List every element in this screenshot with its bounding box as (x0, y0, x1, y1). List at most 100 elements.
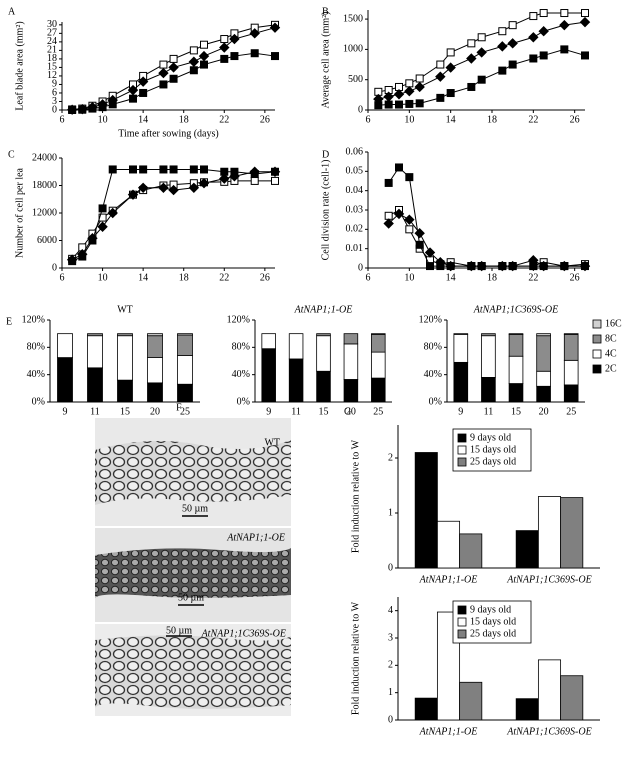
x-axis-label: Time after sowing (days) (118, 128, 218, 139)
marker (271, 167, 279, 176)
micrograph-label: AtNAP1;1C369S-OE (201, 628, 286, 639)
marker (467, 39, 476, 48)
x-tick-label: 9 (458, 406, 463, 417)
marker (529, 12, 538, 21)
marker (436, 93, 445, 102)
bar (459, 681, 483, 721)
y-axis-label: Fold induction relative to W (350, 601, 361, 715)
marker (579, 16, 591, 28)
marker (169, 54, 178, 63)
scale-label: 50 µm (182, 503, 208, 514)
bar-segment (316, 335, 331, 372)
bar (537, 659, 562, 721)
y-tick-label: 9 (52, 79, 57, 90)
x-tick-label: 11 (291, 406, 301, 417)
marker (198, 50, 210, 62)
marker (424, 247, 436, 258)
bar-segment (453, 361, 469, 403)
marker (446, 262, 455, 271)
marker (508, 21, 517, 30)
marker (159, 60, 168, 69)
legend-label: 25 days old (470, 456, 516, 467)
bar-segment (508, 333, 524, 357)
marker (189, 66, 198, 75)
marker (139, 165, 148, 174)
marker (383, 218, 394, 229)
legend-label: 15 days old (470, 616, 516, 627)
marker (97, 221, 108, 232)
marker (477, 75, 486, 84)
x-tick-label: 6 (366, 272, 371, 283)
y-tick-label: 0% (32, 396, 45, 407)
chart-title: WT (117, 304, 133, 315)
x-tick-label: 15 (511, 406, 521, 417)
y-tick-label: 30 (47, 19, 57, 30)
x-tick-label: 20 (150, 406, 160, 417)
y-tick-label: 12000 (32, 207, 57, 218)
marker (384, 178, 393, 187)
marker (466, 53, 477, 64)
bar-segment (371, 377, 386, 403)
marker (249, 28, 260, 39)
bar-segment (536, 370, 551, 387)
bar-segment (563, 359, 579, 386)
marker (169, 165, 178, 174)
y-tick-label: 2 (388, 452, 393, 463)
y-tick-label: 80% (424, 342, 442, 353)
marker (477, 33, 486, 42)
y-tick-label: 27 (47, 28, 57, 39)
marker (78, 105, 87, 114)
x-tick-label: 10 (98, 114, 108, 125)
y-tick-label: 3 (388, 632, 393, 643)
panel-letter: F (176, 402, 182, 413)
y-tick-label: 0.03 (346, 204, 364, 215)
marker (559, 19, 570, 31)
marker (395, 100, 403, 109)
x-tick-label: AtNAP1;1-OE (419, 574, 478, 585)
x-tick-label: 26 (260, 272, 270, 283)
bar (414, 452, 438, 569)
legend-label: 8C (605, 333, 617, 344)
marker (414, 81, 425, 93)
marker (188, 56, 200, 67)
y-tick-label: 1 (388, 507, 393, 518)
x-tick-label: 9 (63, 406, 68, 417)
legend-swatch (592, 364, 602, 374)
y-tick-label: 500 (348, 74, 363, 85)
bar-segment (371, 333, 386, 353)
marker (129, 94, 137, 103)
y-tick-label: 0% (429, 396, 442, 407)
y-tick-label: 0.06 (346, 146, 364, 157)
y-tick-label: 12 (47, 70, 57, 81)
bar-segment (147, 357, 163, 384)
marker (528, 32, 539, 43)
bar-segment (508, 333, 524, 335)
tissue (95, 440, 291, 505)
bar-segment (481, 333, 496, 337)
micrograph-panel: WT 50 µm AtNAP1;1-OE 50 µm AtNAP1;1C369S… (95, 418, 291, 716)
bar (436, 520, 461, 569)
marker (560, 262, 569, 271)
y-tick-label: 3 (52, 96, 57, 107)
legend-swatch (457, 457, 467, 467)
marker (374, 101, 383, 110)
marker (68, 257, 77, 266)
marker (68, 106, 77, 114)
y-tick-label: 0 (358, 262, 363, 273)
marker (436, 60, 445, 69)
bar-segment (177, 355, 193, 385)
x-tick-label: 25 (373, 406, 383, 417)
y-tick-label: 18000 (32, 180, 57, 191)
y-axis-label: Number of cell per lea (14, 167, 25, 258)
legend-label: 2C (605, 363, 617, 374)
y-tick-label: 1 (388, 687, 393, 698)
tissue (95, 548, 291, 598)
bar-segment (563, 384, 579, 403)
legend-label: 16C (605, 318, 622, 329)
marker (446, 48, 455, 57)
marker (446, 89, 455, 98)
bar-segment (343, 343, 359, 380)
series-line (388, 209, 586, 267)
bar (459, 533, 483, 569)
marker (158, 182, 169, 193)
